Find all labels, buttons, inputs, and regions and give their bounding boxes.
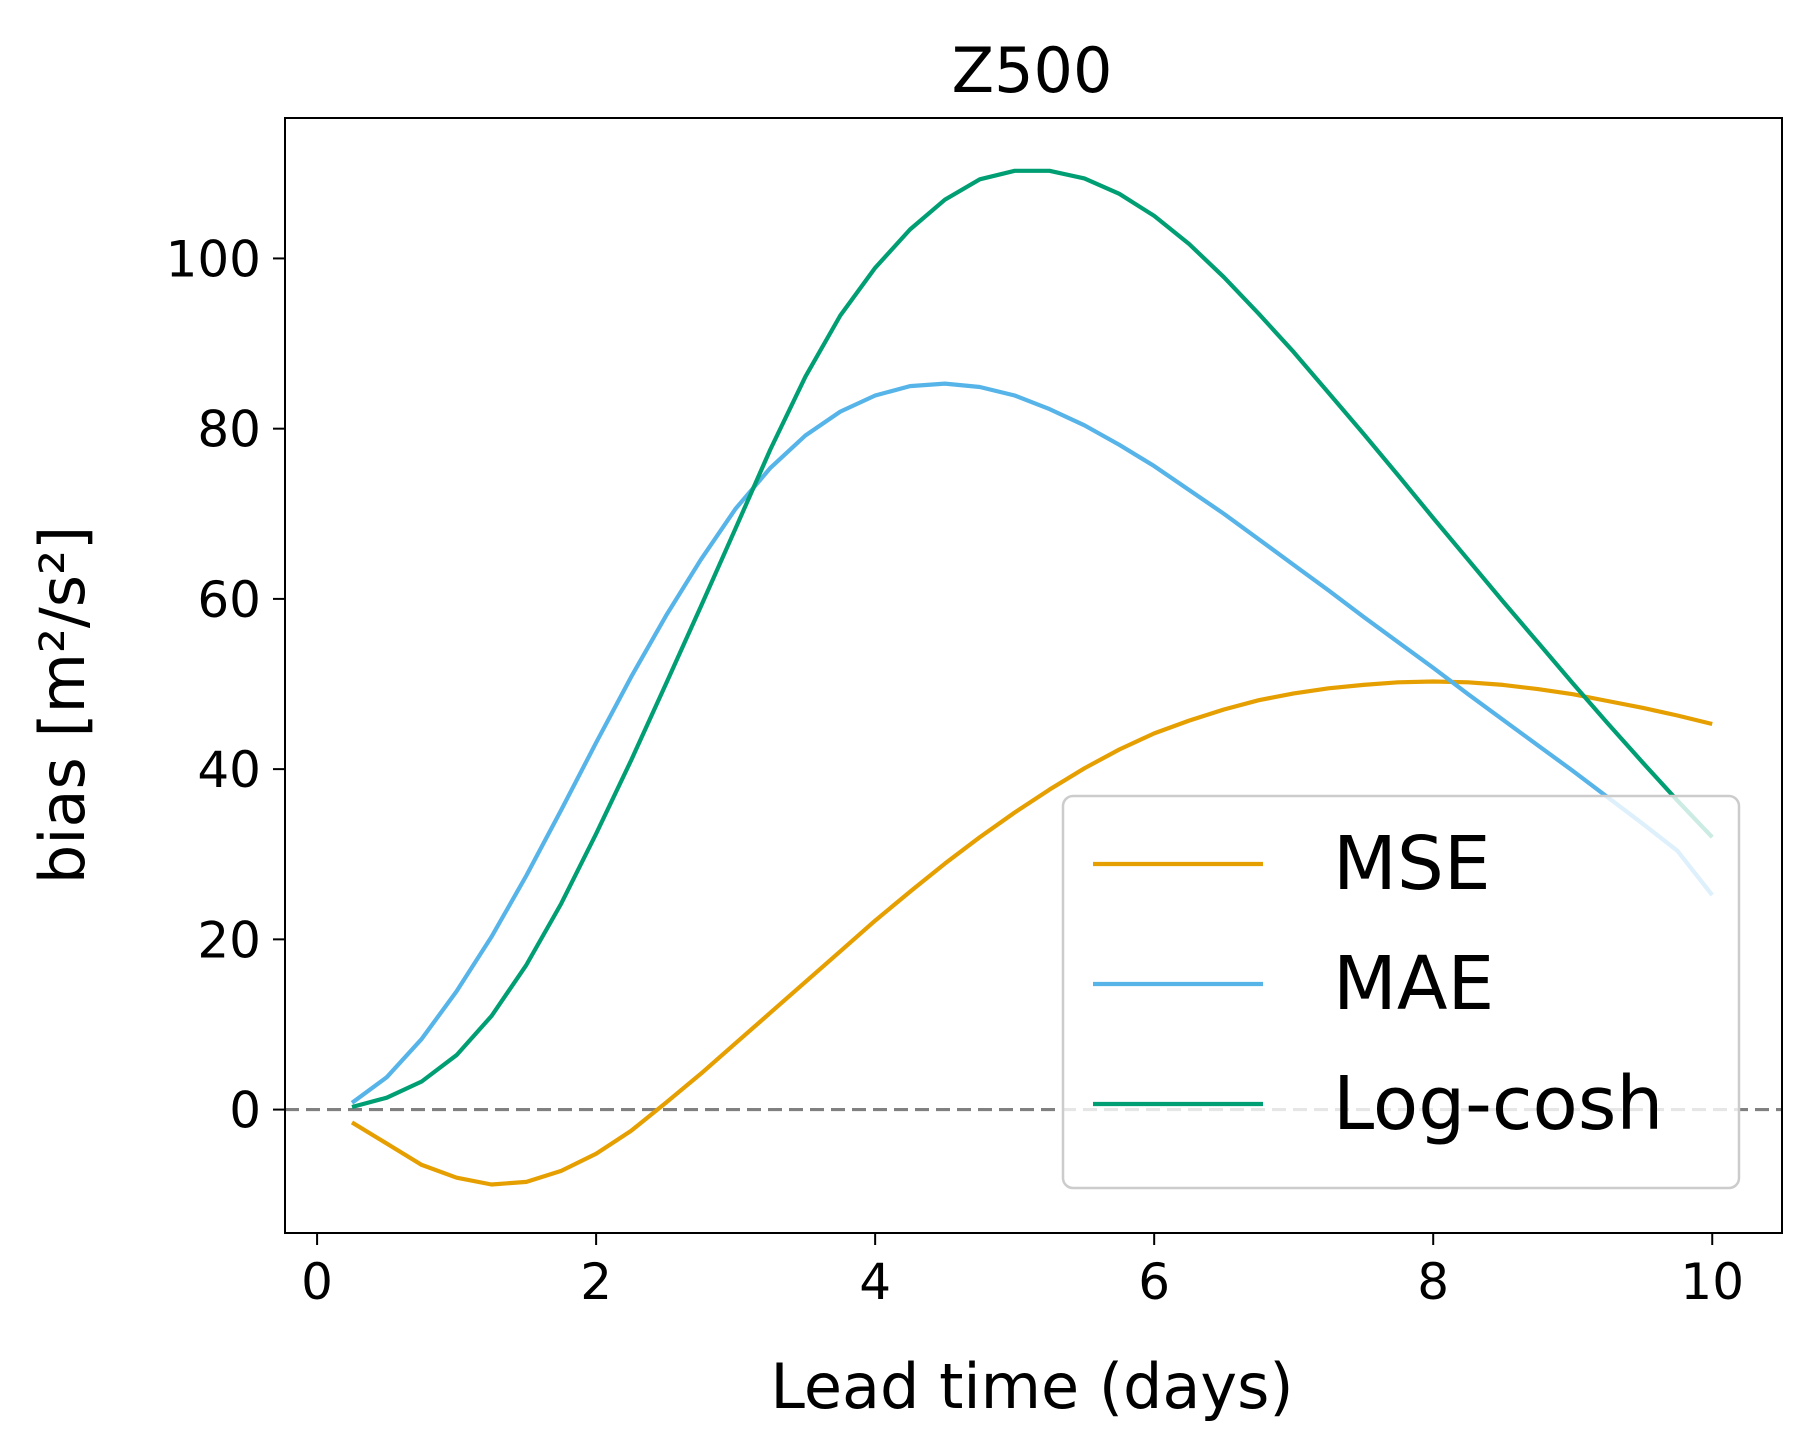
y-tick-label: 100: [166, 230, 261, 288]
chart-title: Z500: [952, 34, 1113, 107]
y-tick-label: 60: [197, 571, 261, 629]
series-line-mae: [350, 381, 1714, 1105]
y-tick-label: 20: [197, 911, 261, 969]
legend-label-log-cosh: Log-cosh: [1333, 1061, 1663, 1147]
series-line-mse: [350, 679, 1713, 1187]
x-tick-label: 2: [580, 1253, 612, 1311]
series-line-log-cosh: [351, 168, 1714, 1110]
axes-frame: [284, 117, 1783, 1234]
x-tick-label: 4: [859, 1253, 891, 1311]
legend-box: [1061, 794, 1741, 1190]
legend-label-mae: MAE: [1333, 941, 1494, 1027]
x-tick-label: 8: [1417, 1253, 1449, 1311]
y-axis-label: bias [m²/s²]: [26, 526, 99, 884]
x-tick-label: 6: [1138, 1253, 1170, 1311]
y-tick-label: 40: [197, 741, 261, 799]
legend-label-mse: MSE: [1333, 821, 1491, 907]
y-tick-label: 0: [229, 1082, 261, 1140]
y-tick-label: 80: [197, 401, 261, 459]
x-tick-label: 0: [301, 1253, 333, 1311]
x-axis-label: Lead time (days): [770, 1350, 1293, 1423]
x-tick-label: 10: [1680, 1253, 1744, 1311]
